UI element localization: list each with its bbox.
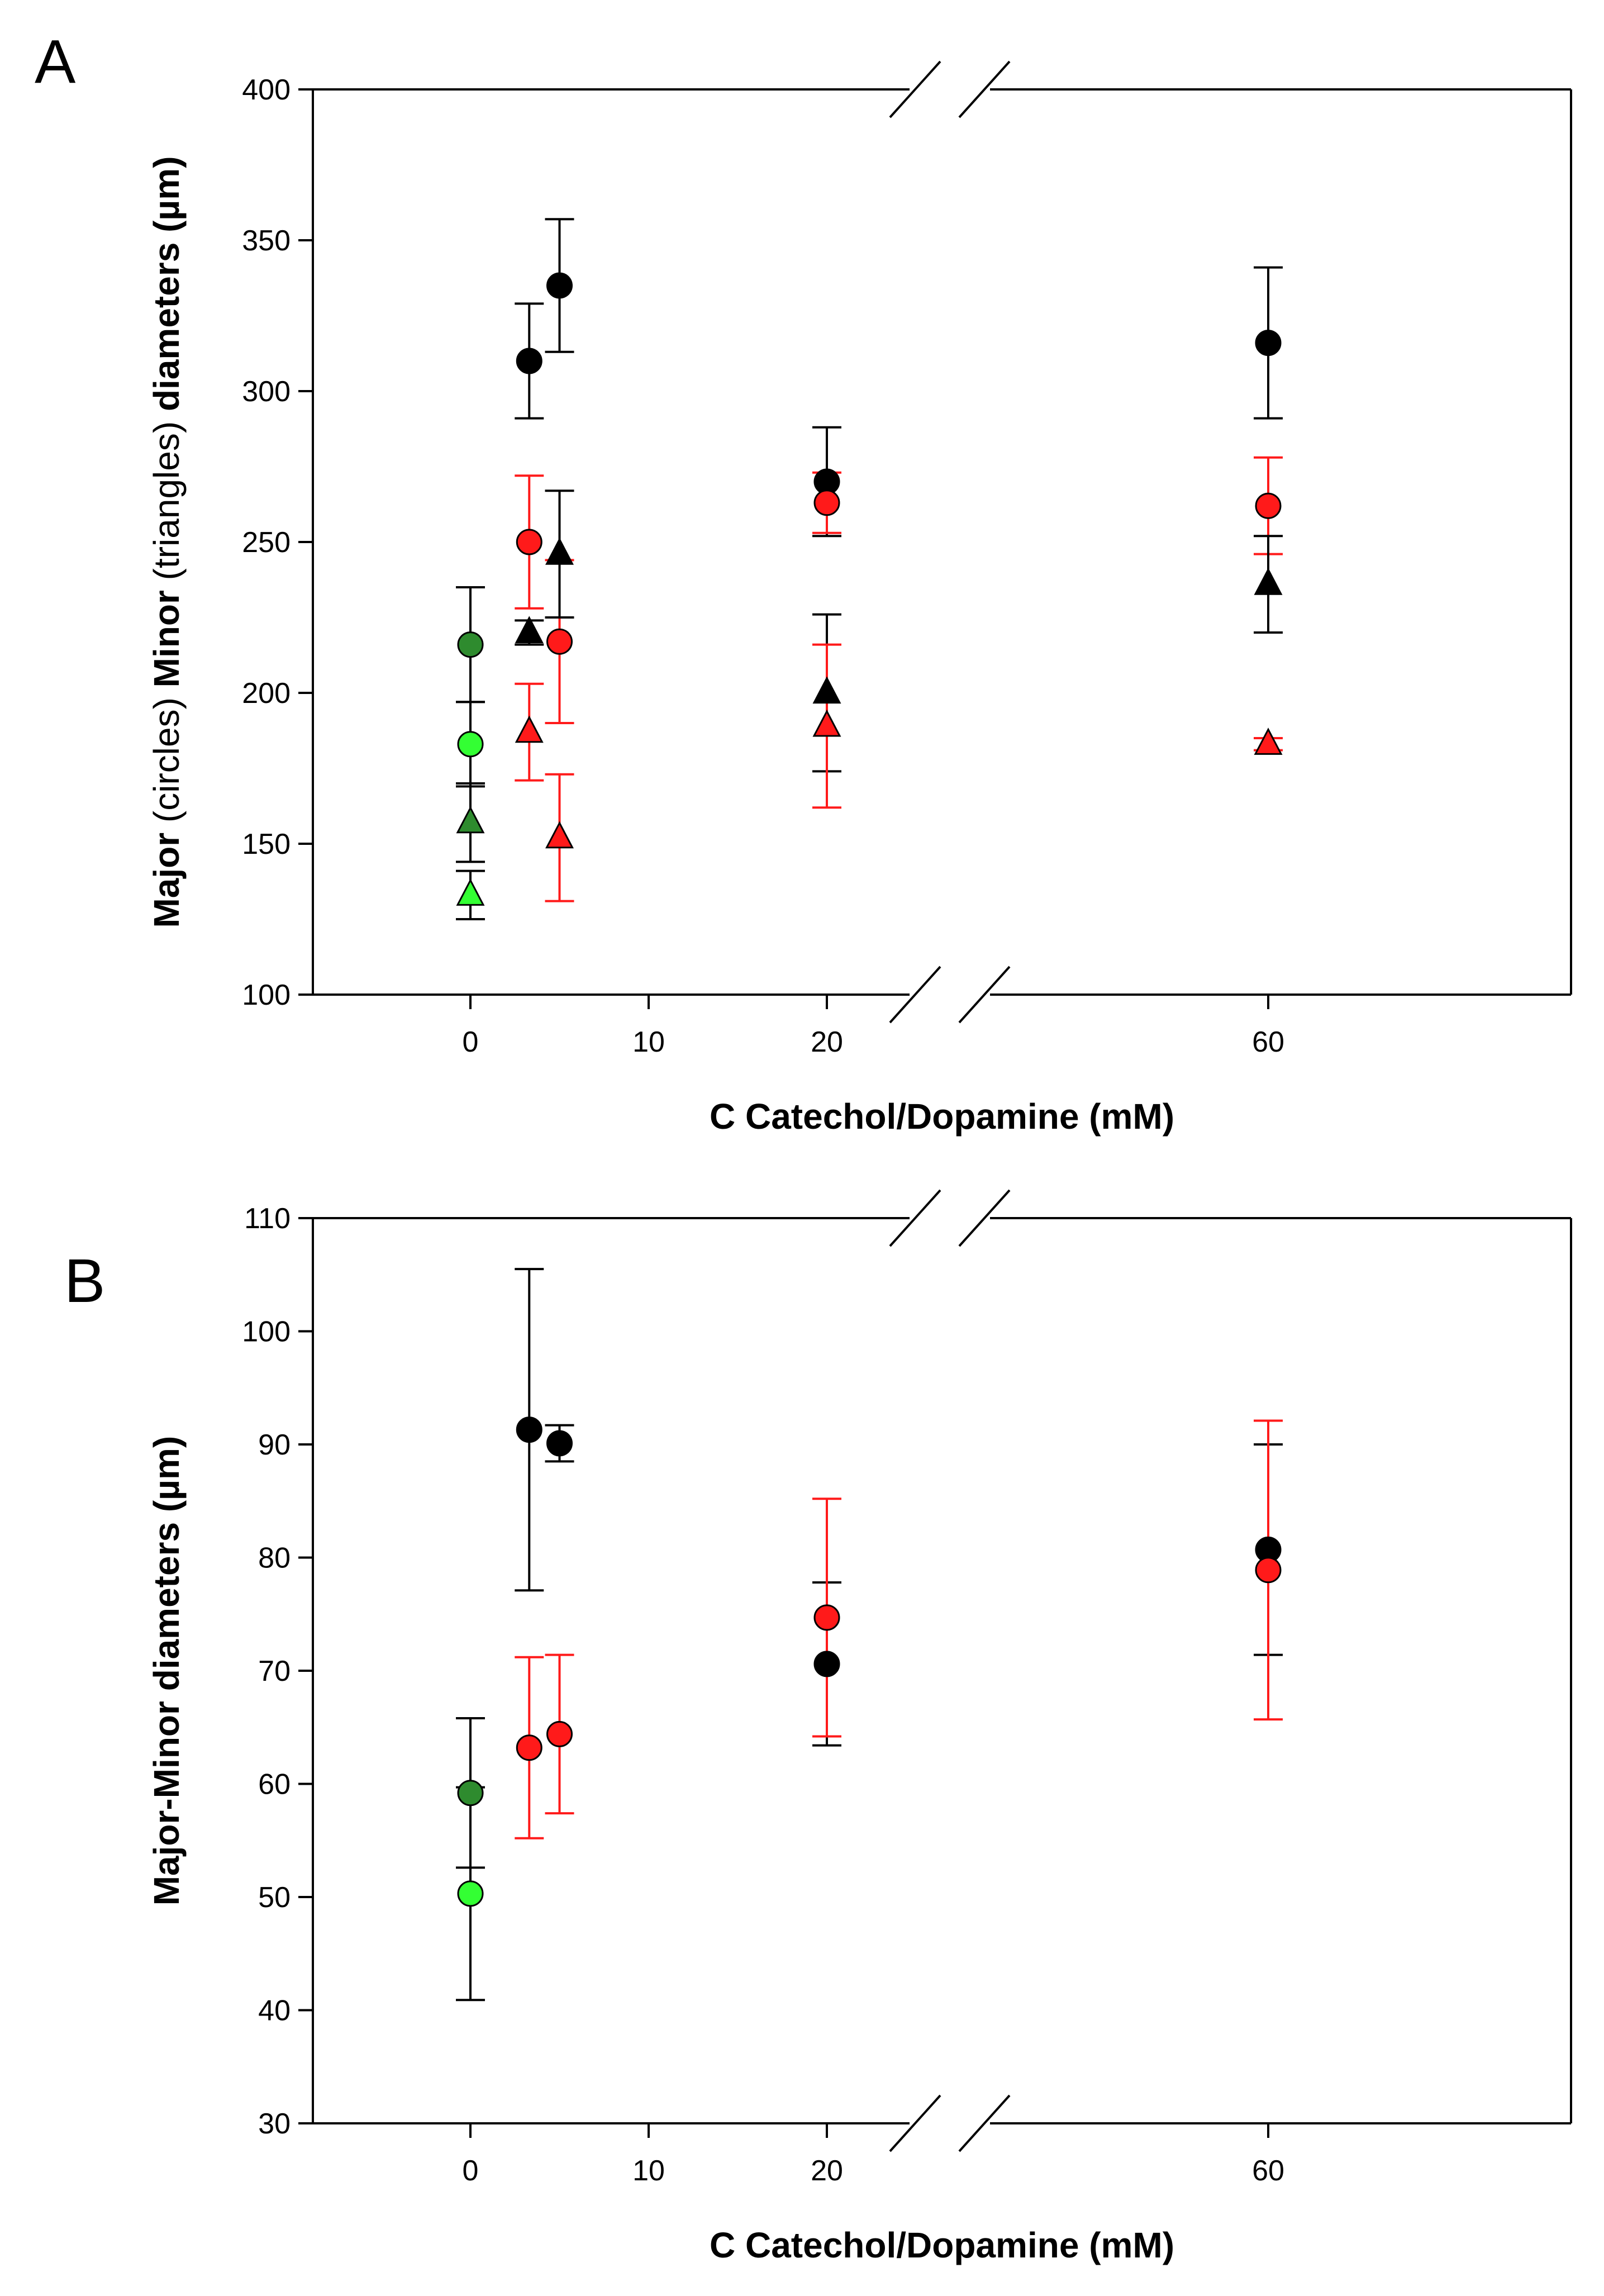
x-axis-title: C Catechol/Dopamine (mM) — [710, 1096, 1174, 1137]
data-point-circle — [1255, 492, 1282, 519]
y-tick-label: 110 — [244, 1202, 291, 1235]
chart-b: 30 40 50 60 70 80 90 100 110 0 10 20 60 C Catechol/Do… — [146, 1189, 1572, 2265]
axis-break-mark — [958, 60, 1011, 118]
data-point-circle — [516, 529, 542, 555]
x-tick-label: 0 — [463, 1026, 479, 1058]
y-tick-label: 80 — [258, 1542, 291, 1575]
axis-break-mark — [889, 2094, 941, 2152]
data-point-triangle — [456, 806, 485, 834]
data-point-triangle — [515, 616, 544, 644]
y-tick-label: 400 — [242, 74, 291, 106]
data-point-triangle — [1254, 567, 1283, 595]
axis-break-mark — [889, 60, 941, 118]
y-axis-title-part: diameters (µm) — [146, 156, 187, 411]
x-axis-title: C Catechol/Dopamine (mM) — [710, 2225, 1174, 2265]
x-tick-label: 10 — [632, 2155, 665, 2187]
x-tick-label: 60 — [1252, 1026, 1284, 1058]
data-point-circle — [457, 1880, 484, 1907]
x-tick-label: 10 — [632, 1026, 665, 1058]
data-point-triangle — [545, 821, 574, 849]
x-tick-label: 20 — [811, 2155, 843, 2187]
y-tick-label: 60 — [258, 1769, 291, 1801]
y-tick-label: 30 — [258, 2108, 291, 2140]
data-point-triangle — [515, 715, 544, 743]
y-tick-label: 50 — [258, 1881, 291, 1914]
y-axis-title: Major-Minor diameters (µm) — [146, 1436, 187, 1906]
data-point-triangle — [812, 709, 841, 737]
y-tick-label: 40 — [258, 1995, 291, 2027]
y-tick-label: 70 — [258, 1655, 291, 1687]
x-tick-label: 0 — [463, 2155, 479, 2187]
panel-letter-b: B — [64, 1247, 105, 1315]
y-axis-title-part: (circles) — [146, 687, 187, 823]
y-tick-label: 150 — [242, 828, 291, 861]
axis-break-mark — [958, 966, 1011, 1024]
data-point-circle — [1255, 1557, 1282, 1584]
data-point-circle — [813, 1651, 840, 1677]
x-tick-label: 20 — [811, 1026, 843, 1058]
data-point-circle — [457, 731, 484, 758]
x-tick-label: 60 — [1252, 2155, 1284, 2187]
axis-break-mark — [889, 1189, 941, 1247]
axis-break-mark — [958, 2094, 1011, 2152]
panel-letter-a: A — [35, 27, 76, 96]
y-tick-label: 90 — [258, 1429, 291, 1461]
data-point-circle — [546, 628, 573, 655]
data-point-triangle — [1254, 728, 1283, 755]
data-point-triangle — [456, 878, 485, 906]
chart-a: 100 150 200 250 300 350 400 0 10 20 60 C Catechol/D… — [146, 60, 1572, 1137]
data-point-triangle — [545, 537, 574, 565]
data-point-circle — [813, 1604, 840, 1631]
data-point-circle — [813, 489, 840, 516]
y-axis-title-part: Major-Minor diameters (µm) — [146, 1436, 187, 1906]
y-tick-label: 250 — [242, 526, 291, 559]
y-tick-label: 100 — [242, 979, 291, 1011]
y-axis-title-part: Minor — [146, 580, 187, 687]
y-axis-title-part: (triangles) — [146, 411, 187, 580]
data-point-triangle — [812, 676, 841, 704]
data-point-circle — [516, 348, 542, 374]
data-point-circle — [546, 1720, 573, 1747]
data-point-circle — [457, 631, 484, 658]
data-point-circle — [516, 1734, 542, 1761]
y-tick-label: 350 — [242, 225, 291, 257]
y-axis-title-part: Major — [146, 823, 187, 928]
axis-break-mark — [958, 1189, 1011, 1247]
data-point-circle — [457, 1780, 484, 1807]
y-tick-label: 100 — [242, 1316, 291, 1348]
data-point-circle — [546, 272, 573, 299]
y-tick-label: 200 — [242, 677, 291, 710]
y-tick-label: 300 — [242, 375, 291, 408]
data-point-circle — [1255, 330, 1282, 356]
data-point-circle — [546, 1430, 573, 1457]
axis-break-mark — [889, 966, 941, 1024]
data-point-circle — [516, 1416, 542, 1443]
y-axis-title: Major (circles) Minor (triangles) diamet… — [146, 156, 187, 928]
